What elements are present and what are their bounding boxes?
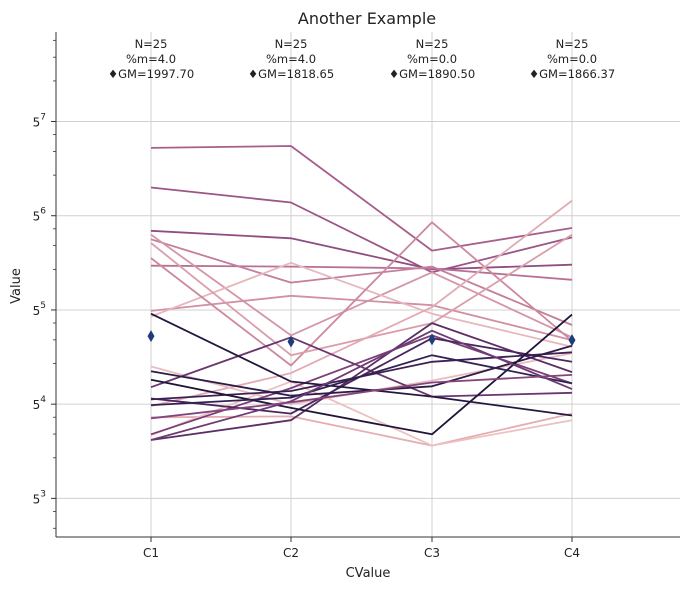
annotation-geometric-mean: ♦GM=1818.65 xyxy=(248,67,334,81)
series-line xyxy=(150,312,573,417)
annotation-geometric-mean: ♦GM=1997.70 xyxy=(108,67,194,81)
y-tick-label: 54 xyxy=(33,395,47,412)
annotation-pct-missing: %m=4.0 xyxy=(266,52,316,66)
annotation-pct-missing: %m=0.0 xyxy=(407,52,457,66)
series-line xyxy=(150,374,573,420)
geometric-mean-marker xyxy=(287,335,295,348)
series-line xyxy=(150,380,573,447)
x-axis-label: CValue xyxy=(346,566,391,581)
annotation-n: N=25 xyxy=(556,37,589,51)
grid xyxy=(56,32,680,537)
y-tick-label: 55 xyxy=(33,301,46,318)
series-line xyxy=(150,199,573,407)
geometric-mean-marker xyxy=(568,334,576,347)
series-line xyxy=(150,354,573,406)
x-tick-label: C2 xyxy=(283,546,299,560)
annotation-pct-missing: %m=4.0 xyxy=(126,52,176,66)
x-tick-label: C4 xyxy=(564,546,580,560)
geometric-mean-markers xyxy=(147,330,576,348)
series-line xyxy=(150,261,573,348)
annotation-geometric-mean: ♦GM=1866.37 xyxy=(529,67,615,81)
x-tick-label: C3 xyxy=(424,546,440,560)
x-tick-label: C1 xyxy=(143,546,159,560)
series-lines xyxy=(150,145,573,447)
annotation-geometric-mean: ♦GM=1890.50 xyxy=(389,67,475,81)
series-line xyxy=(150,412,573,447)
series-line xyxy=(150,221,573,367)
annotation-pct-missing: %m=0.0 xyxy=(547,52,597,66)
y-tick-label: 53 xyxy=(33,489,46,506)
series-line xyxy=(150,329,573,441)
series-line xyxy=(150,233,573,339)
series-line xyxy=(150,322,573,441)
y-tick-label: 56 xyxy=(33,207,47,224)
y-ticks: 53 54 55 56 57 xyxy=(33,39,56,529)
x-ticks: C1 C2 C3 C4 xyxy=(143,537,580,560)
series-line xyxy=(150,145,573,252)
series-line xyxy=(150,344,573,397)
geometric-mean-marker xyxy=(428,333,436,346)
y-axis-label: Value xyxy=(9,268,24,304)
geometric-mean-marker xyxy=(147,330,155,343)
annotations: N=25%m=4.0♦GM=1997.70N=25%m=4.0♦GM=1818.… xyxy=(108,37,615,81)
annotation-n: N=25 xyxy=(416,37,449,51)
y-tick-label: 57 xyxy=(33,113,46,130)
series-line xyxy=(150,229,573,271)
series-line xyxy=(150,238,573,326)
annotation-n: N=25 xyxy=(275,37,308,51)
series-line xyxy=(150,264,573,281)
series-line xyxy=(150,294,573,341)
axes xyxy=(55,32,680,538)
annotation-n: N=25 xyxy=(135,37,168,51)
chart-title: Another Example xyxy=(298,9,436,28)
series-line xyxy=(150,313,573,436)
